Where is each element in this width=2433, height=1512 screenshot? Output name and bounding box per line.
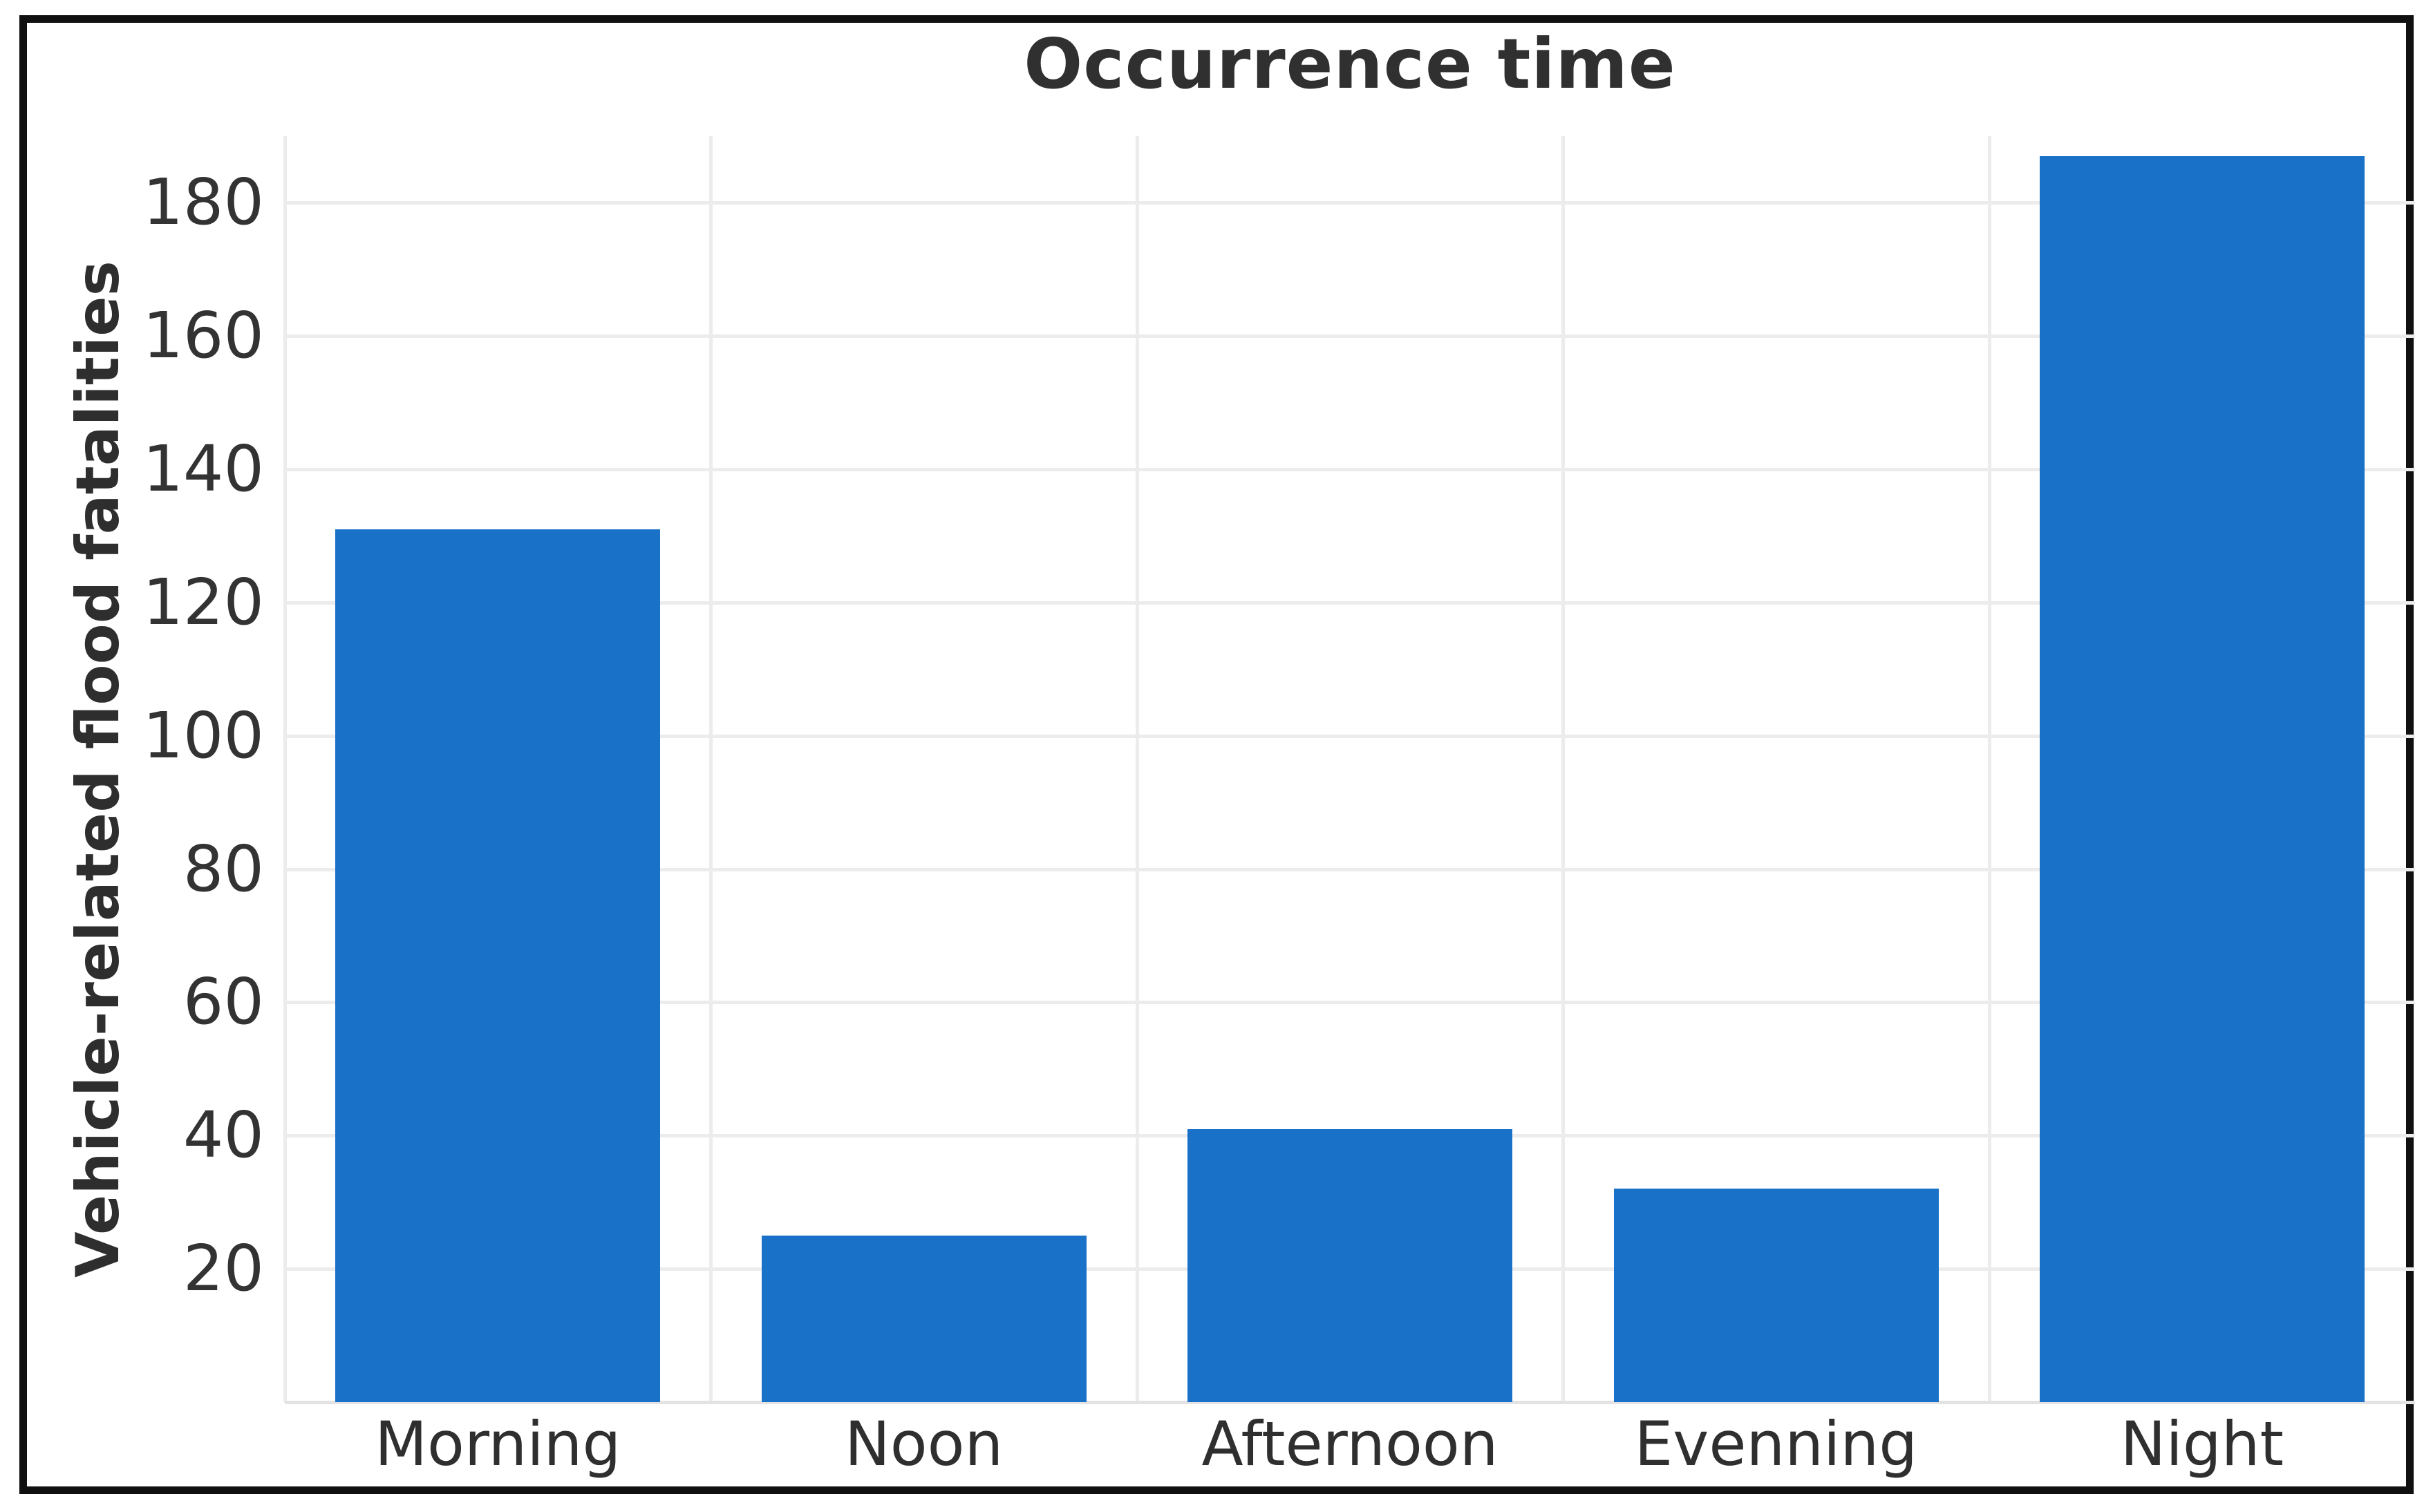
y-tick-label: 60 [182,965,264,1039]
y-gridline [285,334,2415,339]
x-tick-label-afternoon: Afternoon [1201,1408,1499,1480]
x-gridline [1987,136,1991,1402]
x-tick-label-evenning: Evenning [1634,1408,1918,1480]
y-gridline [285,867,2415,871]
x-gridline [283,136,287,1402]
bar-evenning [1614,1189,1939,1402]
bar-night [2040,156,2365,1402]
bar-afternoon [1187,1129,1512,1402]
y-tick-label: 180 [142,165,264,240]
x-tick-label-morning: Morning [375,1408,621,1480]
chart-outer-frame [19,15,2414,1494]
x-gridline [1561,136,1566,1402]
y-tick-label: 140 [142,432,264,507]
x-gridline [1135,136,1139,1402]
y-tick-label: 80 [182,831,264,906]
y-gridline [285,1001,2415,1005]
y-tick-label: 40 [182,1098,264,1173]
y-gridline [285,734,2415,738]
chart-title: Occurrence time [1024,23,1676,104]
y-tick-label: 120 [142,565,264,639]
y-tick-label: 160 [142,299,264,373]
x-gridline [709,136,713,1402]
y-gridline [285,468,2415,472]
bar-noon [762,1236,1087,1402]
x-tick-label-night: Night [2120,1408,2284,1480]
y-tick-label: 100 [142,698,264,773]
y-gridline [285,201,2415,205]
y-gridline [285,601,2415,605]
x-axis-line [285,1401,2415,1404]
bar-morning [335,529,660,1402]
x-tick-label-noon: Noon [844,1408,1004,1480]
y-tick-label: 20 [182,1231,264,1306]
